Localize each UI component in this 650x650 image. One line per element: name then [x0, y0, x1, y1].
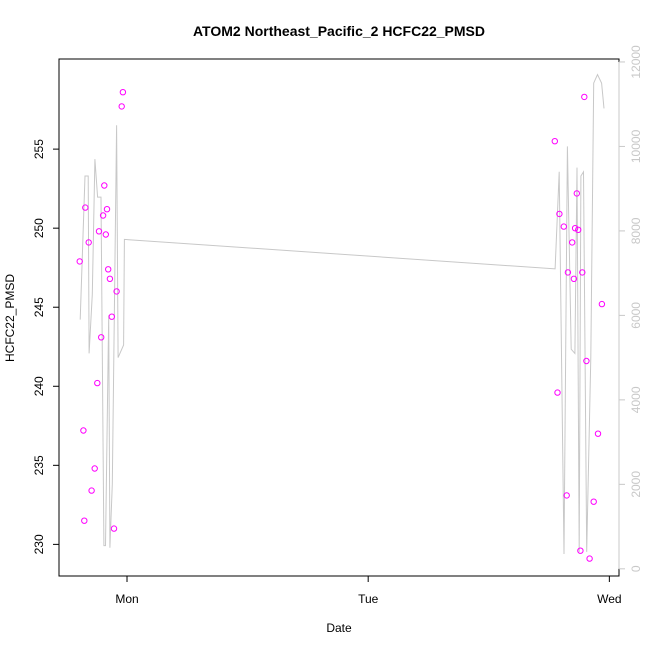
data-point — [88, 487, 95, 494]
data-point — [118, 103, 125, 110]
data-point — [98, 334, 105, 341]
data-point — [575, 226, 582, 234]
y-axis-label: HCFC22_PMSD — [3, 274, 17, 362]
data-point — [579, 269, 586, 276]
y-tick-label: 245 — [32, 297, 46, 317]
line-series — [79, 73, 605, 555]
data-point — [91, 465, 98, 472]
data-point — [569, 239, 576, 246]
data-point — [110, 525, 118, 532]
y2-tick-label: 10000 — [629, 129, 643, 163]
data-point — [551, 138, 558, 145]
data-point — [102, 231, 110, 238]
x-tick-label: Tue — [358, 592, 379, 606]
data-point — [577, 547, 584, 554]
data-point — [594, 430, 602, 437]
point-series — [76, 89, 606, 562]
chart-title: ATOM2 Northeast_Pacific_2 HCFC22_PMSD — [193, 23, 485, 39]
x-axis: Mon Tue Wed — [115, 575, 622, 606]
y2-tick-label: 4000 — [629, 386, 643, 413]
plot-frame — [58, 58, 620, 577]
y-tick-label: 230 — [32, 534, 46, 554]
data-point — [105, 266, 112, 273]
y2-tick-label: 6000 — [629, 302, 643, 329]
y2-tick-label: 12000 — [629, 45, 643, 79]
data-point — [103, 206, 111, 213]
data-point — [563, 492, 570, 499]
data-point — [95, 228, 103, 235]
y2-tick-label: 2000 — [629, 471, 643, 498]
y2-tick-label: 0 — [629, 565, 643, 572]
data-point — [598, 300, 606, 308]
y-tick-label: 255 — [32, 139, 46, 159]
data-point — [573, 190, 580, 197]
data-point — [586, 555, 593, 562]
x-tick-label: Mon — [115, 592, 138, 606]
data-point — [590, 498, 597, 505]
y-tick-label: 235 — [32, 455, 46, 475]
y-axis-left: 230 235 240 245 250 255 — [32, 139, 60, 554]
y-tick-label: 240 — [32, 376, 46, 396]
x-axis-label: Date — [326, 621, 352, 635]
data-point — [94, 379, 101, 387]
data-point — [554, 389, 561, 396]
data-point — [113, 288, 120, 295]
data-point — [106, 275, 114, 282]
data-point — [81, 517, 88, 524]
data-point — [85, 239, 92, 246]
data-point — [99, 212, 107, 219]
data-point — [82, 204, 89, 211]
data-point — [564, 269, 572, 276]
y-tick-label: 250 — [32, 218, 46, 238]
data-point — [80, 427, 87, 434]
y2-tick-label: 8000 — [629, 217, 643, 244]
data-point — [101, 182, 108, 189]
data-point — [571, 225, 579, 232]
line-series-path — [79, 73, 605, 555]
y-axis-right: 0 2000 4000 6000 8000 10000 12000 — [618, 45, 643, 572]
data-point — [581, 93, 588, 101]
data-point — [76, 258, 83, 265]
x-tick-label: Wed — [597, 592, 621, 606]
data-point — [583, 357, 590, 365]
data-point — [108, 313, 116, 320]
data-point — [560, 223, 567, 230]
data-point — [556, 210, 563, 218]
data-point — [119, 89, 127, 96]
data-point — [570, 275, 578, 282]
